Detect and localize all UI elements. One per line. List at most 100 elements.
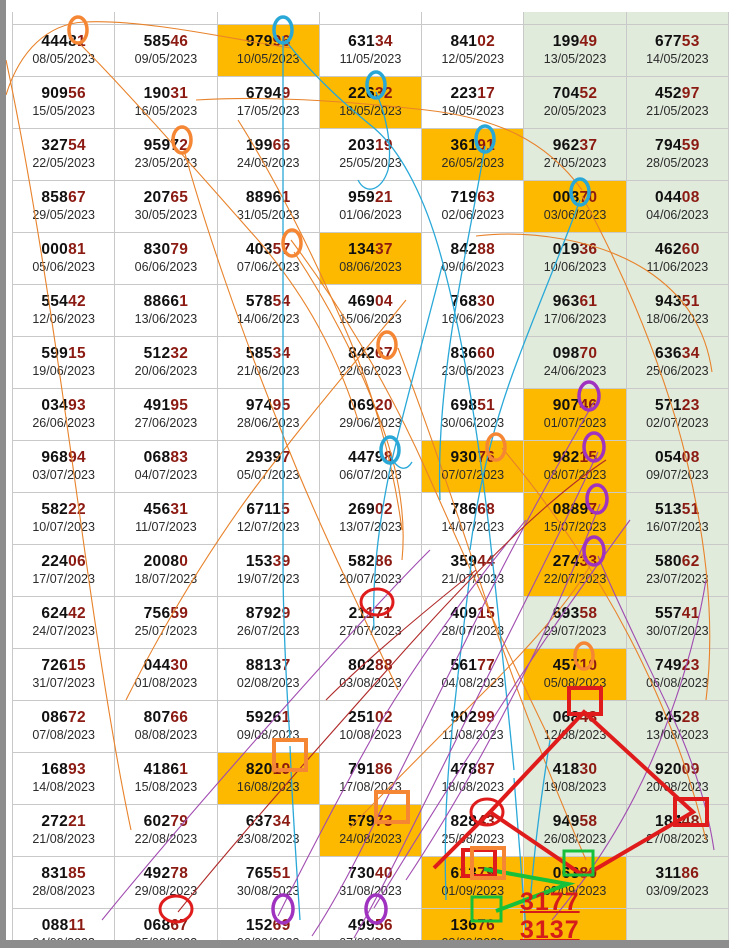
draw-cell[interactable]: 90956 15/05/2023 bbox=[11, 75, 116, 129]
draw-cell[interactable]: 57854 14/06/2023 bbox=[216, 283, 320, 337]
draw-cell[interactable]: 90746 01/07/2023 bbox=[523, 387, 627, 441]
draw-cell[interactable]: 29397 05/07/2023 bbox=[216, 439, 320, 493]
draw-cell[interactable]: 04408 04/06/2023 bbox=[625, 179, 729, 233]
draw-cell[interactable]: 08897 15/07/2023 bbox=[523, 491, 627, 545]
draw-cell[interactable]: 67949 17/05/2023 bbox=[216, 75, 320, 129]
draw-cell[interactable]: 83079 06/06/2023 bbox=[114, 231, 218, 285]
draw-cell[interactable]: 00081 05/06/2023 bbox=[11, 231, 116, 285]
draw-cell[interactable]: 20319 25/05/2023 bbox=[318, 127, 423, 181]
draw-cell[interactable]: 84288 09/06/2023 bbox=[421, 231, 525, 285]
draw-cell[interactable]: 51232 20/06/2023 bbox=[114, 335, 218, 389]
draw-cell[interactable]: 82019 16/08/2023 bbox=[216, 751, 320, 805]
draw-cell[interactable]: 20765 30/05/2023 bbox=[114, 179, 218, 233]
draw-cell[interactable]: 44481 08/05/2023 bbox=[11, 23, 116, 77]
draw-cell[interactable]: 05408 09/07/2023 bbox=[625, 439, 729, 493]
draw-cell[interactable]: 04430 01/08/2023 bbox=[114, 647, 218, 701]
draw-cell[interactable]: 61379 01/09/2023 bbox=[421, 855, 525, 909]
draw-cell[interactable]: 22406 17/07/2023 bbox=[11, 543, 116, 597]
draw-cell[interactable]: 19949 13/05/2023 bbox=[523, 23, 627, 77]
draw-cell[interactable]: 55442 12/06/2023 bbox=[11, 283, 116, 337]
draw-cell[interactable]: 88137 02/08/2023 bbox=[216, 647, 320, 701]
draw-cell[interactable]: 95921 01/06/2023 bbox=[318, 179, 423, 233]
draw-cell[interactable]: 96237 27/05/2023 bbox=[523, 127, 627, 181]
draw-cell[interactable]: 84267 22/06/2023 bbox=[318, 335, 423, 389]
draw-cell[interactable]: 94958 26/08/2023 bbox=[523, 803, 627, 857]
draw-cell[interactable]: 96894 03/07/2023 bbox=[11, 439, 116, 493]
draw-cell[interactable]: 57973 24/08/2023 bbox=[318, 803, 423, 857]
draw-cell[interactable]: 69851 30/06/2023 bbox=[421, 387, 525, 441]
draw-cell[interactable]: 94351 18/06/2023 bbox=[625, 283, 729, 337]
draw-cell[interactable]: 25102 10/08/2023 bbox=[318, 699, 423, 753]
draw-cell[interactable] bbox=[625, 907, 729, 940]
draw-cell[interactable]: 63134 11/05/2023 bbox=[318, 23, 423, 77]
draw-cell[interactable]: 45297 21/05/2023 bbox=[625, 75, 729, 129]
draw-cell[interactable]: 58222 10/07/2023 bbox=[11, 491, 116, 545]
draw-cell[interactable]: 97996 10/05/2023 bbox=[216, 23, 320, 77]
draw-cell[interactable]: 32754 22/05/2023 bbox=[11, 127, 116, 181]
draw-cell[interactable]: 95972 23/05/2023 bbox=[114, 127, 218, 181]
draw-cell[interactable]: 16893 14/08/2023 bbox=[11, 751, 116, 805]
draw-cell[interactable]: 83660 23/06/2023 bbox=[421, 335, 525, 389]
draw-cell[interactable]: 59261 09/08/2023 bbox=[216, 699, 320, 753]
draw-cell[interactable]: 41830 19/08/2023 bbox=[523, 751, 627, 805]
draw-cell[interactable]: 70452 20/05/2023 bbox=[523, 75, 627, 129]
draw-cell[interactable]: 27433 22/07/2023 bbox=[523, 543, 627, 597]
draw-cell[interactable]: 75659 25/07/2023 bbox=[114, 595, 218, 649]
draw-cell[interactable]: 13437 08/06/2023 bbox=[318, 231, 423, 285]
draw-cell[interactable]: 19966 24/05/2023 bbox=[216, 127, 320, 181]
draw-cell[interactable]: 47887 18/08/2023 bbox=[421, 751, 525, 805]
draw-cell[interactable]: 82843 25/08/2023 bbox=[421, 803, 525, 857]
draw-cell[interactable]: 40357 07/06/2023 bbox=[216, 231, 320, 285]
draw-cell[interactable]: 93076 07/07/2023 bbox=[421, 439, 525, 493]
draw-cell[interactable]: 36191 26/05/2023 bbox=[421, 127, 525, 181]
draw-cell[interactable]: 67753 14/05/2023 bbox=[625, 23, 729, 77]
draw-cell[interactable]: 19031 16/05/2023 bbox=[114, 75, 218, 129]
draw-cell[interactable]: 49195 27/06/2023 bbox=[114, 387, 218, 441]
draw-cell[interactable]: 06883 04/07/2023 bbox=[114, 439, 218, 493]
draw-cell[interactable]: 15269 06/09/2023 bbox=[216, 907, 320, 940]
draw-cell[interactable]: 55741 30/07/2023 bbox=[625, 595, 729, 649]
draw-cell[interactable]: 35944 21/07/2023 bbox=[421, 543, 525, 597]
draw-cell[interactable]: 21171 27/07/2023 bbox=[318, 595, 423, 649]
draw-cell[interactable]: 51351 16/07/2023 bbox=[625, 491, 729, 545]
draw-cell[interactable]: 76830 16/06/2023 bbox=[421, 283, 525, 337]
draw-cell[interactable]: 57123 02/07/2023 bbox=[625, 387, 729, 441]
draw-cell[interactable]: 87929 26/07/2023 bbox=[216, 595, 320, 649]
draw-cell[interactable]: 01936 10/06/2023 bbox=[523, 231, 627, 285]
draw-cell[interactable]: 73040 31/08/2023 bbox=[318, 855, 423, 909]
draw-cell[interactable]: 88661 13/06/2023 bbox=[114, 283, 218, 337]
draw-cell[interactable]: 06920 29/06/2023 bbox=[318, 387, 423, 441]
draw-cell[interactable]: 45631 11/07/2023 bbox=[114, 491, 218, 545]
draw-cell[interactable]: 06867 05/09/2023 bbox=[114, 907, 218, 940]
draw-cell[interactable]: 15339 19/07/2023 bbox=[216, 543, 320, 597]
draw-cell[interactable]: 46260 11/06/2023 bbox=[625, 231, 729, 285]
draw-cell[interactable]: 58062 23/07/2023 bbox=[625, 543, 729, 597]
draw-cell[interactable]: 76551 30/08/2023 bbox=[216, 855, 320, 909]
draw-cell[interactable]: 72615 31/07/2023 bbox=[11, 647, 116, 701]
draw-cell[interactable]: 58546 09/05/2023 bbox=[114, 23, 218, 77]
draw-cell[interactable]: 00370 03/06/2023 bbox=[523, 179, 627, 233]
draw-cell[interactable]: 45710 05/08/2023 bbox=[523, 647, 627, 701]
draw-cell[interactable]: 83185 28/08/2023 bbox=[11, 855, 116, 909]
draw-cell[interactable]: 59915 19/06/2023 bbox=[11, 335, 116, 389]
draw-cell[interactable]: 67115 12/07/2023 bbox=[216, 491, 320, 545]
draw-cell[interactable]: 41861 15/08/2023 bbox=[114, 751, 218, 805]
draw-cell[interactable]: 63634 25/06/2023 bbox=[625, 335, 729, 389]
draw-cell[interactable]: 90299 11/08/2023 bbox=[421, 699, 525, 753]
draw-cell[interactable]: 80288 03/08/2023 bbox=[318, 647, 423, 701]
draw-cell[interactable]: 63734 23/08/2023 bbox=[216, 803, 320, 857]
draw-cell[interactable]: 03493 26/06/2023 bbox=[11, 387, 116, 441]
draw-cell[interactable]: 97495 28/06/2023 bbox=[216, 387, 320, 441]
draw-cell[interactable]: 56177 04/08/2023 bbox=[421, 647, 525, 701]
draw-cell[interactable]: 40915 28/07/2023 bbox=[421, 595, 525, 649]
draw-cell[interactable]: 18448 27/08/2023 bbox=[625, 803, 729, 857]
draw-cell[interactable]: 92009 20/08/2023 bbox=[625, 751, 729, 805]
draw-cell[interactable]: 74923 06/08/2023 bbox=[625, 647, 729, 701]
draw-cell[interactable]: 26902 13/07/2023 bbox=[318, 491, 423, 545]
draw-cell[interactable]: 84528 13/08/2023 bbox=[625, 699, 729, 753]
draw-cell[interactable]: 20080 18/07/2023 bbox=[114, 543, 218, 597]
draw-cell[interactable]: 79186 17/08/2023 bbox=[318, 751, 423, 805]
draw-cell[interactable]: 31186 03/09/2023 bbox=[625, 855, 729, 909]
draw-cell[interactable]: 08811 04/09/2023 bbox=[11, 907, 116, 940]
draw-cell[interactable]: 49278 29/08/2023 bbox=[114, 855, 218, 909]
